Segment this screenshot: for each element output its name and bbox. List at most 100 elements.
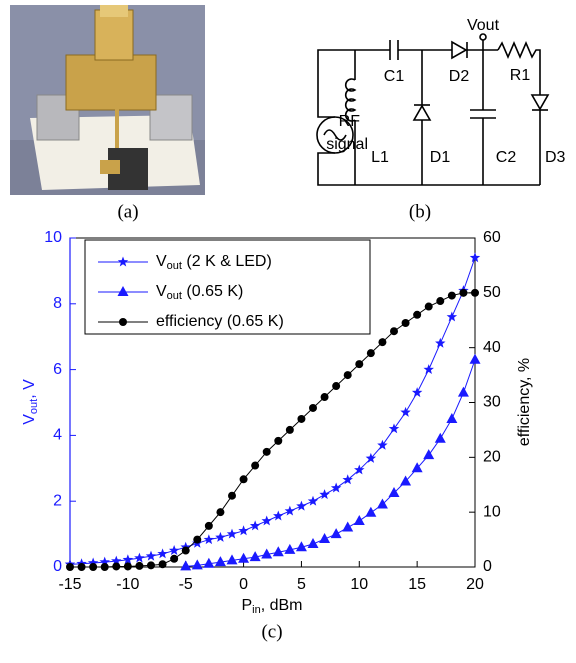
legend-label: efficiency (0.65 K) [156,313,284,330]
star-marker [354,464,365,475]
y2-axis-title: efficiency, % [516,358,533,446]
triangle-marker [330,528,342,539]
x-tick-label: 10 [350,576,368,593]
triangle-marker [261,548,273,559]
triangle-marker [388,486,400,497]
star-marker [134,552,145,563]
star-marker [446,311,458,322]
legend-label-part: (0.65 K) [182,283,243,300]
legend-label-part: out [167,290,182,302]
star-marker [168,545,180,555]
legend-label: Vout (0.65 K) [156,283,243,302]
circuit-label: L1 [371,149,389,166]
legend-marker [119,318,127,326]
y2-tick-label: 0 [483,558,492,575]
y-tick-label: 6 [53,361,62,378]
star-marker [307,495,319,506]
triangle-marker [214,556,226,567]
star-marker [215,531,226,542]
star-marker [423,364,434,375]
circuit-label: RF [339,113,361,130]
circle-marker [366,349,375,358]
triangle-marker [446,412,458,423]
star-marker [226,528,238,539]
y-tick-label: 10 [44,229,62,246]
photo [10,5,205,195]
circle-marker [459,288,468,297]
triangle-marker [400,475,412,486]
legend-label-part: (2 K & LED) [182,253,272,270]
y-tick-label: 4 [53,427,62,444]
y-axis-title-part: out [28,399,40,414]
circle-marker [332,382,341,391]
circuit-label: D2 [449,68,470,85]
circle-marker [100,563,109,571]
legend-marker [117,286,129,296]
circuit-label: Vout [467,17,500,34]
x-tick-label: 5 [297,576,306,593]
triangle-marker [469,353,481,364]
circuit-label: R1 [510,67,531,84]
triangle-marker [284,543,296,554]
x-axis-title-part: P [241,597,252,614]
star-marker [319,489,330,500]
circle-marker [262,447,271,456]
triangle-marker [180,560,192,571]
circle-marker [424,302,433,311]
triangle-marker [272,546,284,557]
triangle-marker [376,498,388,509]
circle-marker [436,297,445,306]
triangle-marker [203,557,215,568]
triangle-marker [365,506,377,517]
circle-marker [193,535,202,544]
panel-label: (a) [117,201,138,222]
legend-box [84,239,371,335]
triangle-marker [226,554,238,565]
star-marker [145,550,157,561]
legend-label-part: V [156,253,167,270]
star-marker [435,337,446,348]
legend-label-part: out [167,260,182,272]
circle-marker [297,414,306,423]
circle-marker [390,327,398,336]
y-tick-label: 0 [53,558,62,575]
circle-marker [355,360,364,369]
y-tick-label: 8 [53,295,62,312]
star-marker [249,520,261,531]
star-marker [377,439,388,450]
circle-marker [216,508,225,517]
circle-marker [413,310,422,319]
legend-label-part: V [156,283,167,300]
circle-marker [285,425,294,434]
panel-label: (b) [409,201,431,222]
circle-marker [471,288,479,297]
x-tick-label: -10 [116,576,139,593]
circle-marker [447,291,456,300]
star-marker [273,510,284,521]
circle-marker [228,491,236,500]
circle-marker [135,561,144,570]
circle-marker [123,562,132,571]
circuit-labels: Vout C1 D2 R1 RF signal L1 D1 C2 D3 [326,17,565,166]
circle-marker [77,563,86,571]
y2-tick-label: 60 [483,229,501,246]
star-marker [469,252,481,263]
star-marker [342,474,353,485]
circle-marker [274,436,283,445]
star-marker [238,525,249,536]
triangle-marker [423,449,435,460]
x-axis-title-part: in [252,604,261,616]
x-tick-label: 20 [466,576,484,593]
triangle-marker [353,514,365,525]
x-tick-label: -15 [58,576,81,593]
circuit-label: D3 [545,149,566,166]
y2-tick-label: 30 [483,394,501,411]
legend-label: Vout (2 K & LED) [156,253,272,272]
triangle-marker [342,521,354,532]
y2-tick-label: 40 [483,339,501,356]
circle-marker [343,371,352,380]
circuit-label: D1 [430,149,451,166]
triangle-marker [238,552,250,563]
circuit-label: C1 [384,68,405,85]
